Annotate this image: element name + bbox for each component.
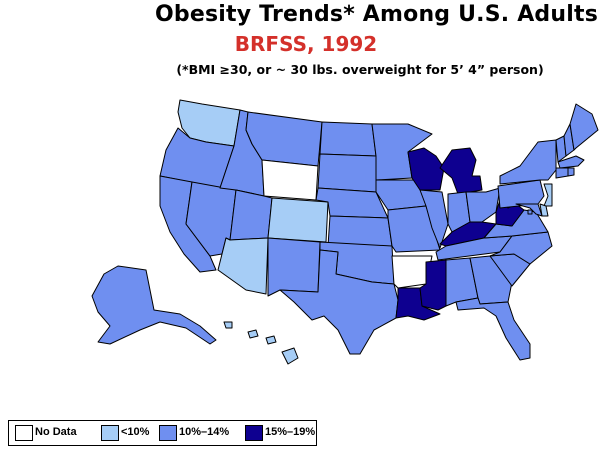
state-wi <box>407 147 445 191</box>
state-de <box>539 203 549 217</box>
state-ma <box>557 155 585 169</box>
legend-swatch-10-14 <box>159 425 177 441</box>
map-title: Obesity Trends* Among U.S. Adults <box>155 2 598 27</box>
legend-label-no-data: No Data <box>35 426 77 438</box>
legend-swatch-no-data <box>15 425 33 441</box>
state-ri <box>567 167 575 177</box>
state-md <box>515 203 543 217</box>
us-states-map <box>91 99 599 365</box>
state-oh <box>465 187 501 223</box>
state-nd <box>319 121 377 157</box>
state-ct <box>555 167 569 179</box>
map-legend: No Data <10% 10%–14% 15%–19% <box>8 420 317 446</box>
state-dc <box>527 209 533 215</box>
state-fl <box>455 297 531 361</box>
map-subtitle: BRFSS, 1992 <box>234 32 378 56</box>
state-hi <box>281 347 299 365</box>
state-mi <box>439 147 483 195</box>
state-il <box>419 189 449 249</box>
state-hi-maui <box>265 335 277 345</box>
state-ut <box>229 189 273 241</box>
legend-swatch-15-19 <box>245 425 263 441</box>
legend-label-15-19: 15%–19% <box>265 426 316 438</box>
state-wy <box>261 159 319 201</box>
bmi-footnote: (*BMI ≥30, or ~ 30 lbs. overweight for 5… <box>176 62 544 77</box>
state-hi-oahu <box>247 329 259 339</box>
state-nm <box>267 237 321 297</box>
state-sd <box>317 153 377 193</box>
state-ny <box>499 139 557 185</box>
state-az <box>217 237 269 295</box>
state-me <box>569 103 599 151</box>
state-hi-kauai <box>223 321 233 329</box>
legend-swatch-lt10 <box>101 425 119 441</box>
legend-label-lt10: <10% <box>121 426 150 438</box>
state-tx <box>279 249 399 355</box>
state-ar <box>391 255 433 289</box>
state-co <box>267 197 329 243</box>
state-ak <box>91 265 217 345</box>
state-hi-group <box>223 321 299 365</box>
state-ks <box>327 215 393 247</box>
legend-label-10-14: 10%–14% <box>179 426 230 438</box>
state-nj <box>543 183 553 207</box>
